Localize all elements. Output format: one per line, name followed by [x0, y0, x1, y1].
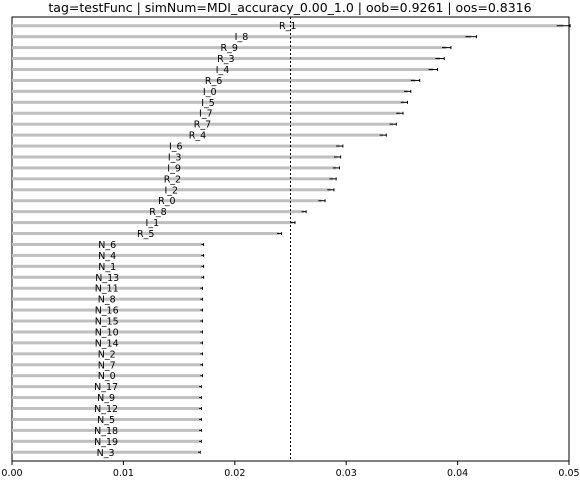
bar-label-n-17: N_17 — [94, 382, 118, 393]
bar-label-n-0: N_0 — [98, 371, 116, 382]
bar-i-4 — [12, 67, 434, 71]
bar-label-n-16: N_16 — [95, 306, 119, 317]
bar-label-i-1: I_1 — [146, 218, 160, 229]
bar-label-n-10: N_10 — [95, 327, 119, 338]
bar-label-i-4: I_4 — [216, 65, 230, 76]
bar-label-n-18: N_18 — [94, 426, 118, 437]
x-tick-label: 0.02 — [224, 468, 245, 479]
bar-label-i-2: I_2 — [164, 185, 178, 196]
bar-i-7 — [12, 111, 400, 115]
bar-r-3 — [12, 57, 440, 61]
bar-n-0 — [12, 374, 202, 378]
bar-n-2 — [12, 352, 202, 356]
bar-label-r-2: R_2 — [164, 174, 181, 185]
bar-n-7 — [12, 363, 202, 367]
bar-label-r-1: R_1 — [279, 21, 296, 32]
bars-group — [12, 24, 571, 454]
bar-label-n-5: N_5 — [97, 415, 115, 426]
bar-r-1 — [12, 24, 564, 28]
bar-label-r-3: R_3 — [217, 54, 234, 65]
bar-n-18 — [12, 428, 201, 432]
x-tick-label: 0.03 — [336, 468, 357, 479]
bar-n-14 — [12, 341, 202, 345]
bar-label-n-7: N_7 — [98, 360, 116, 371]
bar-label-i-8: I_8 — [235, 32, 249, 43]
x-axis: 0.00 0.01 0.02 0.03 0.04 0.05 — [1, 461, 580, 479]
bar-n-6 — [12, 242, 203, 246]
bar-label-r-8: R_8 — [149, 207, 166, 218]
bar-n-4 — [12, 253, 203, 257]
bar-n-3 — [12, 450, 200, 454]
bar-i-0 — [12, 89, 408, 93]
bar-i-6 — [12, 144, 340, 148]
bar-label-r-0: R_0 — [158, 196, 175, 207]
bar-label-r-4: R_4 — [189, 131, 206, 142]
bar-n-12 — [12, 407, 201, 411]
bar-r-2 — [12, 177, 333, 181]
bar-i-9 — [12, 166, 337, 170]
bar-n-13 — [12, 275, 203, 279]
bar-i-8 — [12, 35, 471, 39]
bar-label-r-5: R_5 — [137, 229, 154, 240]
bar-label-r-9: R_9 — [221, 43, 238, 54]
bar-label-n-3: N_3 — [97, 448, 115, 459]
x-tick-label: 0.00 — [1, 468, 22, 479]
bar-label-n-4: N_4 — [98, 251, 116, 262]
bar-label-n-9: N_9 — [97, 393, 115, 404]
chart-title: tag=testFunc | simNum=MDI_accuracy_0.00_… — [48, 0, 531, 15]
bar-n-17 — [12, 385, 201, 389]
bar-i-1 — [12, 221, 293, 225]
bar-label-n-11: N_11 — [95, 284, 119, 295]
bar-n-10 — [12, 330, 202, 334]
bar-i-3 — [12, 155, 338, 159]
bar-n-8 — [12, 297, 202, 301]
bar-label-r-7: R_7 — [194, 120, 211, 131]
bar-label-n-1: N_1 — [98, 262, 116, 273]
bar-r-7 — [12, 122, 393, 126]
bar-label-i-6: I_6 — [169, 142, 183, 153]
bar-n-16 — [12, 308, 202, 312]
bar-n-1 — [12, 264, 203, 268]
bar-r-6 — [12, 78, 416, 82]
bar-label-n-12: N_12 — [94, 404, 118, 415]
x-tick-label: 0.05 — [558, 468, 579, 479]
bar-i-2 — [12, 188, 331, 192]
bar-label-n-19: N_19 — [94, 437, 118, 448]
bar-n-5 — [12, 417, 201, 421]
bar-label-n-2: N_2 — [98, 349, 116, 360]
bar-label-r-6: R_6 — [205, 76, 222, 87]
bar-n-19 — [12, 439, 201, 443]
bar-label-n-13: N_13 — [95, 273, 119, 284]
bar-i-5 — [12, 100, 405, 104]
bar-r-8 — [12, 210, 304, 214]
bar-label-n-6: N_6 — [98, 240, 116, 251]
bar-label-i-5: I_5 — [201, 98, 215, 109]
bar-r-9 — [12, 46, 447, 50]
bar-label-i-7: I_7 — [199, 109, 213, 120]
bar-label-i-3: I_3 — [168, 152, 182, 163]
bar-labels-group: R_1I_8R_9R_3I_4R_6I_0I_5I_7R_7R_4I_6I_3I… — [94, 21, 296, 459]
bar-r-5 — [12, 232, 280, 236]
bar-n-15 — [12, 319, 202, 323]
bar-n-11 — [12, 286, 202, 290]
bar-n-9 — [12, 396, 201, 400]
bar-r-4 — [12, 133, 383, 137]
x-tick-label: 0.04 — [447, 468, 468, 479]
bar-label-i-9: I_9 — [167, 163, 181, 174]
bar-label-i-0: I_0 — [203, 87, 217, 98]
bar-r-0 — [12, 199, 322, 203]
bar-label-n-8: N_8 — [98, 295, 116, 306]
bar-label-n-14: N_14 — [95, 338, 119, 349]
bar-label-n-15: N_15 — [95, 317, 119, 328]
x-tick-label: 0.01 — [113, 468, 134, 479]
